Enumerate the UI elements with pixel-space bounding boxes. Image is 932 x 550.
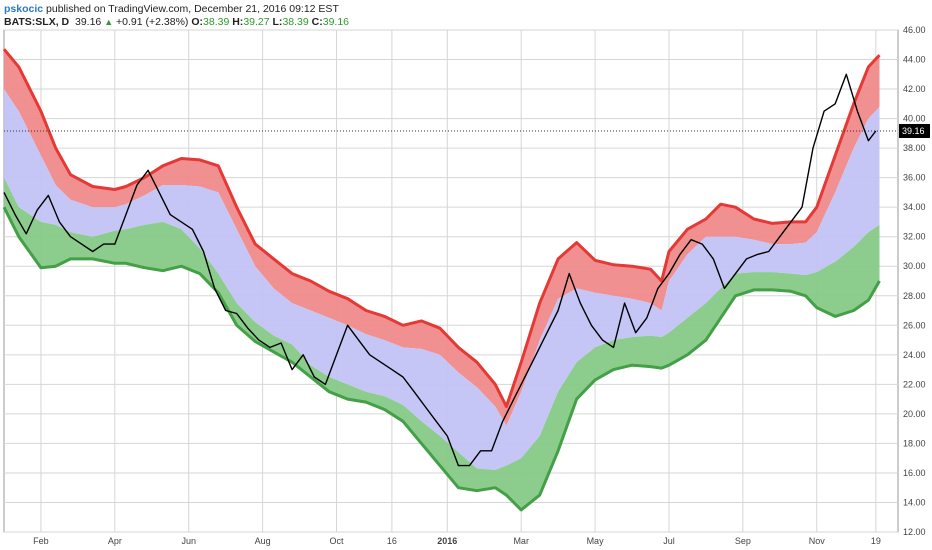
upper-band-fill (4, 49, 880, 426)
y-tick-label: 44.00 (903, 55, 926, 65)
last-price: 39.16 (74, 16, 102, 28)
open-value: 38.39 (203, 16, 230, 28)
middle-band-fill (4, 89, 880, 470)
last-price-marker (899, 123, 930, 138)
low-value: 38.39 (282, 16, 309, 28)
lower-band-line (2, 206, 881, 512)
last-price-label: 39.16 (902, 126, 925, 136)
x-tick-label: Jul (663, 536, 675, 546)
upper-band-line (2, 48, 881, 408)
y-tick-label: 36.00 (903, 173, 926, 183)
y-tick-label: 12.00 (903, 527, 926, 537)
publish-line: pskocic published on TradingView.com, De… (4, 3, 349, 16)
y-tick-label: 38.00 (903, 143, 926, 153)
y-tick-label: 28.00 (903, 291, 926, 301)
x-tick-label: Feb (33, 536, 49, 546)
open-label: O: (191, 16, 204, 28)
y-tick-label: 34.00 (903, 202, 926, 212)
x-tick-label: May (587, 536, 605, 546)
author-link[interactable]: pskocic (4, 3, 44, 15)
y-tick-label: 14.00 (903, 497, 926, 507)
x-tick-label: 19 (871, 536, 881, 546)
y-tick-label: 18.00 (903, 438, 926, 448)
y-tick-label: 24.00 (903, 350, 926, 360)
price-change: +0.91 (+2.38%) (116, 16, 189, 28)
lower-band-fill (4, 177, 880, 510)
x-tick-label: Apr (108, 536, 122, 546)
y-tick-label: 42.00 (903, 84, 926, 94)
y-tick-label: 26.00 (903, 320, 926, 330)
chart-header: pskocic published on TradingView.com, De… (4, 3, 349, 29)
low-label: L: (272, 16, 283, 28)
x-tick-label: Mar (513, 536, 529, 546)
x-tick-label: Sep (735, 536, 751, 546)
x-tick-label: Nov (809, 536, 826, 546)
published-text: published on TradingView.com, December 2… (46, 3, 339, 15)
y-tick-label: 20.00 (903, 409, 926, 419)
symbol-label: BATS:SLX, D (4, 16, 70, 28)
x-tick-label: 16 (387, 536, 397, 546)
close-label: C: (311, 16, 323, 28)
y-tick-label: 46.00 (903, 25, 926, 35)
price-line (3, 73, 877, 467)
x-tick-label: Aug (255, 536, 271, 546)
x-tick-label: 2016 (437, 536, 457, 546)
y-tick-label: 40.00 (903, 114, 926, 124)
high-label: H: (232, 16, 244, 28)
y-tick-label: 22.00 (903, 379, 926, 389)
y-tick-label: 16.00 (903, 468, 926, 478)
y-tick-label: 32.00 (903, 232, 926, 242)
triangle-up-icon: ▲ (104, 17, 114, 27)
x-tick-label: Jun (181, 536, 196, 546)
x-tick-label: Oct (329, 536, 344, 546)
symbol-line: BATS:SLX, D 39.16 ▲ +0.91 (+2.38%) O:38.… (4, 16, 349, 29)
close-value: 39.16 (322, 16, 350, 28)
y-tick-label: 30.00 (903, 261, 926, 271)
high-value: 39.27 (243, 16, 270, 28)
